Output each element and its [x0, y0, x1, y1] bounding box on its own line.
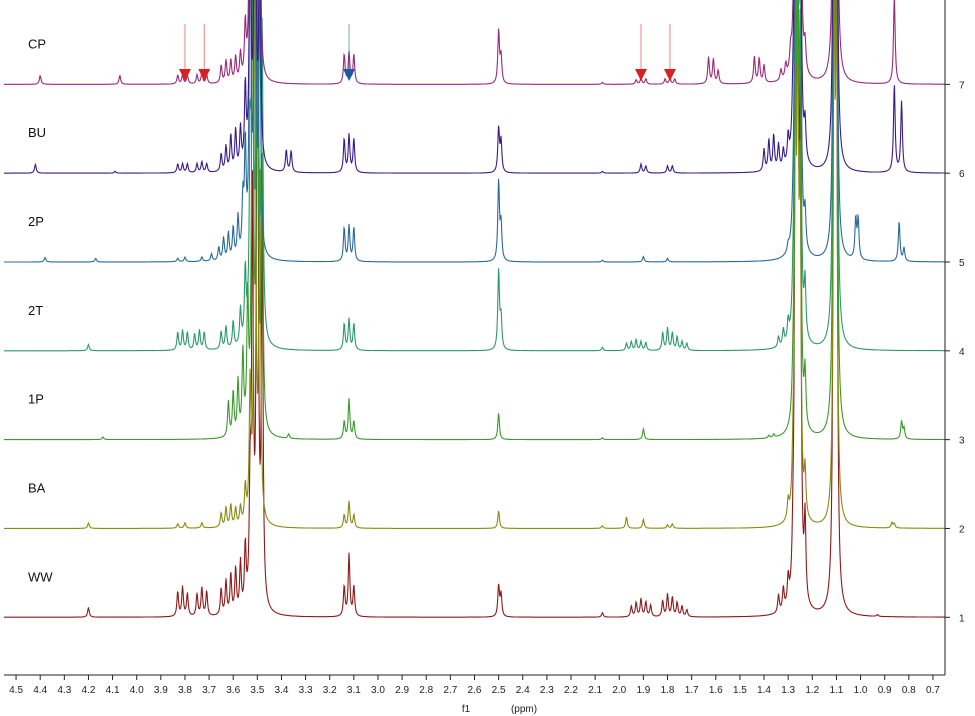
x-tick-label: 1.5 [733, 685, 747, 696]
spectrum-line-cp [4, 0, 945, 85]
x-tick-label: 2.3 [540, 685, 554, 696]
spectrum-line-ww [4, 0, 945, 618]
y-tick-label: 5 [959, 258, 965, 269]
y-tick-label: 3 [959, 436, 965, 447]
x-tick-label: 2.2 [564, 685, 578, 696]
x-axis-label: f1 [462, 704, 471, 715]
x-tick-label: 4.5 [9, 685, 23, 696]
x-tick-label: 2.9 [395, 685, 409, 696]
x-tick-label: 1.9 [636, 685, 650, 696]
series-label-bu: BU [28, 125, 46, 140]
series-label-1p: 1P [28, 392, 44, 407]
x-tick-label: 3.8 [178, 685, 192, 696]
x-axis-unit: (ppm) [511, 704, 537, 715]
x-tick-label: 4.4 [33, 685, 47, 696]
peak-arrows [178, 24, 676, 81]
series-labels: WW BA 1P 2T 2P BU CP [28, 36, 53, 584]
x-tick-label: 3.3 [299, 685, 313, 696]
x-tick-label: 3.1 [347, 685, 361, 696]
x-tick-label: 2.8 [419, 685, 433, 696]
series-label-ba: BA [28, 480, 46, 495]
x-tick-label: 1.8 [661, 685, 675, 696]
x-tick-label: 1.6 [709, 685, 723, 696]
x-tick-label: 4.0 [130, 685, 144, 696]
x-tick-label: 4.1 [106, 685, 120, 696]
x-tick-label: 1.2 [805, 685, 819, 696]
y-axis: 1 2 3 4 5 6 7 [944, 0, 965, 675]
x-tick-label: 1.1 [829, 685, 843, 696]
y-tick-label: 4 [959, 347, 965, 358]
peak-arrow [663, 24, 676, 81]
y-tick-label: 7 [959, 80, 965, 91]
spectrum-line-2t [4, 0, 945, 352]
spectrum-line-2p [4, 0, 945, 263]
peak-arrow [634, 24, 647, 81]
y-tick-label: 2 [959, 524, 965, 535]
series-label-2t: 2T [28, 303, 43, 318]
x-tick-label: 0.7 [926, 685, 940, 696]
x-axis: 4.5 4.4 4.3 4.2 4.1 4.0 3.9 3.8 3.7 3.6 3.5 3.4 3.3 3… [4, 674, 945, 696]
y-tick-label: 6 [959, 169, 965, 180]
series-label-ww: WW [28, 569, 53, 584]
x-tick-label: 1.4 [757, 685, 771, 696]
peak-arrow [343, 24, 356, 81]
x-tick-label: 1.3 [781, 685, 795, 696]
x-tick-label: 0.8 [902, 685, 916, 696]
x-tick-label: 3.0 [371, 685, 385, 696]
x-tick-label: 1.7 [685, 685, 699, 696]
x-tick-label: 4.3 [57, 685, 71, 696]
x-tick-label: 0.9 [878, 685, 892, 696]
series-label-2p: 2P [28, 214, 44, 229]
spectrum-traces [4, 0, 945, 618]
spectrum-line-1p [4, 0, 945, 441]
x-tick-label: 2.0 [612, 685, 626, 696]
x-tick-label: 2.7 [443, 685, 457, 696]
peak-arrow [178, 24, 191, 81]
series-label-cp: CP [28, 36, 46, 51]
x-tick-label: 3.4 [275, 685, 289, 696]
x-tick-label: 1.0 [854, 685, 868, 696]
peak-arrow [198, 24, 211, 81]
spectrum-line-bu [4, 0, 945, 174]
x-tick-label: 3.7 [202, 685, 216, 696]
spectrum-line-ba [4, 0, 945, 529]
x-tick-label: 3.2 [323, 685, 337, 696]
x-tick-label: 2.5 [492, 685, 506, 696]
x-tick-label: 2.1 [588, 685, 602, 696]
x-tick-label: 2.4 [516, 685, 530, 696]
x-tick-label: 3.5 [250, 685, 264, 696]
x-tick-label: 4.2 [81, 685, 95, 696]
x-tick-label: 3.6 [226, 685, 240, 696]
x-tick-label: 3.9 [154, 685, 168, 696]
y-tick-label: 1 [959, 613, 965, 624]
x-tick-label: 2.6 [468, 685, 482, 696]
